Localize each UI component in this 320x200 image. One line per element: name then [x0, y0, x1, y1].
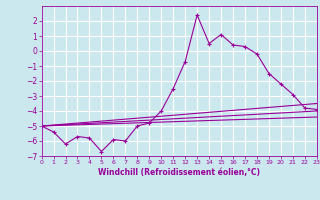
X-axis label: Windchill (Refroidissement éolien,°C): Windchill (Refroidissement éolien,°C) — [98, 168, 260, 177]
